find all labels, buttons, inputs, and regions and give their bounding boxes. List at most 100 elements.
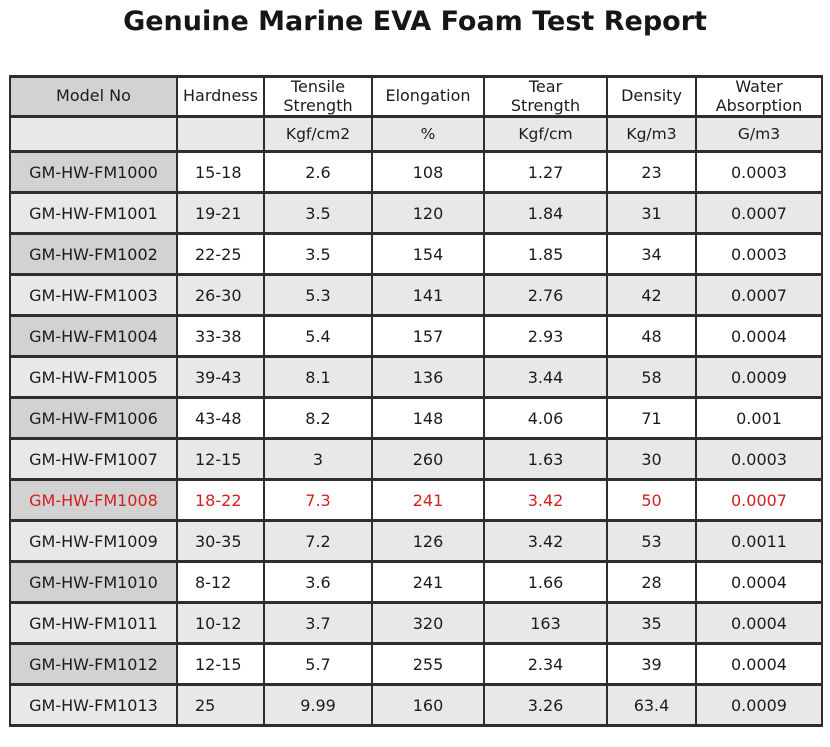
column-header-elongation: Elongation (371, 75, 485, 118)
cell-tear: 1.84 (483, 191, 608, 235)
cell-hardness: 10-12 (176, 601, 265, 645)
cell-model: GM-HW-FM1008 (9, 478, 178, 522)
table-row: GM-HW-FM1005 39-43 8.1 136 3.44 58 0.0009 (9, 355, 823, 399)
cell-hardness: 33-38 (176, 314, 265, 358)
cell-tensile: 7.3 (263, 478, 373, 522)
cell-tensile: 7.2 (263, 519, 373, 563)
cell-density: 31 (606, 191, 697, 235)
cell-density: 48 (606, 314, 697, 358)
cell-elongation: 160 (371, 683, 485, 727)
cell-model: GM-HW-FM1003 (9, 273, 178, 317)
cell-tensile: 3.7 (263, 601, 373, 645)
cell-model: GM-HW-FM1007 (9, 437, 178, 481)
cell-tensile: 3.5 (263, 191, 373, 235)
cell-elongation: 141 (371, 273, 485, 317)
cell-tear: 2.93 (483, 314, 608, 358)
cell-water: 0.0009 (695, 683, 823, 727)
table-row: GM-HW-FM1002 22-25 3.5 154 1.85 34 0.0003 (9, 232, 823, 276)
cell-model: GM-HW-FM1000 (9, 150, 178, 194)
cell-density: 35 (606, 601, 697, 645)
cell-water: 0.0004 (695, 601, 823, 645)
cell-water: 0.0009 (695, 355, 823, 399)
cell-elongation: 148 (371, 396, 485, 440)
cell-tensile: 3.6 (263, 560, 373, 604)
cell-tear: 2.34 (483, 642, 608, 686)
cell-water: 0.0007 (695, 478, 823, 522)
cell-tensile: 3.5 (263, 232, 373, 276)
cell-model: GM-HW-FM1002 (9, 232, 178, 276)
cell-tear: 3.44 (483, 355, 608, 399)
cell-model: GM-HW-FM1011 (9, 601, 178, 645)
cell-elongation: 120 (371, 191, 485, 235)
unit-tear-strength: Kgf/cm (483, 115, 608, 153)
column-header-density: Density (606, 75, 697, 118)
cell-tear: 1.66 (483, 560, 608, 604)
cell-elongation: 126 (371, 519, 485, 563)
cell-model: GM-HW-FM1005 (9, 355, 178, 399)
cell-hardness: 39-43 (176, 355, 265, 399)
cell-water: 0.0007 (695, 191, 823, 235)
table-row: GM-HW-FM1007 12-15 3 260 1.63 30 0.0003 (9, 437, 823, 481)
cell-hardness: 43-48 (176, 396, 265, 440)
cell-tear: 163 (483, 601, 608, 645)
cell-elongation: 136 (371, 355, 485, 399)
cell-elongation: 108 (371, 150, 485, 194)
cell-water: 0.0004 (695, 642, 823, 686)
cell-elongation: 241 (371, 478, 485, 522)
column-header-hardness: Hardness (176, 75, 265, 118)
cell-tensile: 5.4 (263, 314, 373, 358)
cell-tensile: 2.6 (263, 150, 373, 194)
table-row: GM-HW-FM1010 8-12 3.6 241 1.66 28 0.0004 (9, 560, 823, 604)
table-row: GM-HW-FM1006 43-48 8.2 148 4.06 71 0.001 (9, 396, 823, 440)
cell-hardness: 8-12 (176, 560, 265, 604)
cell-hardness: 12-15 (176, 437, 265, 481)
cell-water: 0.0003 (695, 150, 823, 194)
cell-water: 0.001 (695, 396, 823, 440)
table-row: GM-HW-FM1013 25 9.99 160 3.26 63.4 0.0009 (9, 683, 823, 727)
unit-elongation: % (371, 115, 485, 153)
cell-tear: 1.85 (483, 232, 608, 276)
unit-density: Kg/m3 (606, 115, 697, 153)
cell-model: GM-HW-FM1006 (9, 396, 178, 440)
table-head: Model No Hardness Tensile Strength Elong… (9, 75, 823, 153)
table-row: GM-HW-FM1011 10-12 3.7 320 163 35 0.0004 (9, 601, 823, 645)
cell-hardness: 25 (176, 683, 265, 727)
cell-density: 23 (606, 150, 697, 194)
cell-water: 0.0003 (695, 437, 823, 481)
cell-tear: 1.63 (483, 437, 608, 481)
cell-hardness: 18-22 (176, 478, 265, 522)
table-row: GM-HW-FM1003 26-30 5.3 141 2.76 42 0.0007 (9, 273, 823, 317)
cell-hardness: 19-21 (176, 191, 265, 235)
cell-tear: 2.76 (483, 273, 608, 317)
cell-density: 50 (606, 478, 697, 522)
cell-tensile: 8.2 (263, 396, 373, 440)
cell-tear: 4.06 (483, 396, 608, 440)
cell-model: GM-HW-FM1009 (9, 519, 178, 563)
cell-tensile: 9.99 (263, 683, 373, 727)
cell-tensile: 5.3 (263, 273, 373, 317)
cell-density: 53 (606, 519, 697, 563)
unit-hardness (176, 115, 265, 153)
cell-tear: 3.42 (483, 519, 608, 563)
table-row: GM-HW-FM1001 19-21 3.5 120 1.84 31 0.0007 (9, 191, 823, 235)
table-row: GM-HW-FM1009 30-35 7.2 126 3.42 53 0.0011 (9, 519, 823, 563)
cell-hardness: 30-35 (176, 519, 265, 563)
cell-tensile: 8.1 (263, 355, 373, 399)
cell-water: 0.0003 (695, 232, 823, 276)
cell-water: 0.0007 (695, 273, 823, 317)
table-row: GM-HW-FM1004 33-38 5.4 157 2.93 48 0.0004 (9, 314, 823, 358)
cell-density: 42 (606, 273, 697, 317)
cell-model: GM-HW-FM1001 (9, 191, 178, 235)
cell-density: 28 (606, 560, 697, 604)
cell-hardness: 15-18 (176, 150, 265, 194)
column-header-water-absorption: Water Absorption (695, 75, 823, 118)
cell-water: 0.0004 (695, 314, 823, 358)
cell-tear: 1.27 (483, 150, 608, 194)
cell-density: 63.4 (606, 683, 697, 727)
column-header-tear-strength: Tear Strength (483, 75, 608, 118)
cell-water: 0.0011 (695, 519, 823, 563)
units-row: Kgf/cm2 % Kgf/cm Kg/m3 G/m3 (9, 115, 823, 153)
cell-model: GM-HW-FM1004 (9, 314, 178, 358)
column-header-model-no: Model No (9, 75, 178, 118)
table-row: GM-HW-FM1008 18-22 7.3 241 3.42 50 0.0007 (9, 478, 823, 522)
